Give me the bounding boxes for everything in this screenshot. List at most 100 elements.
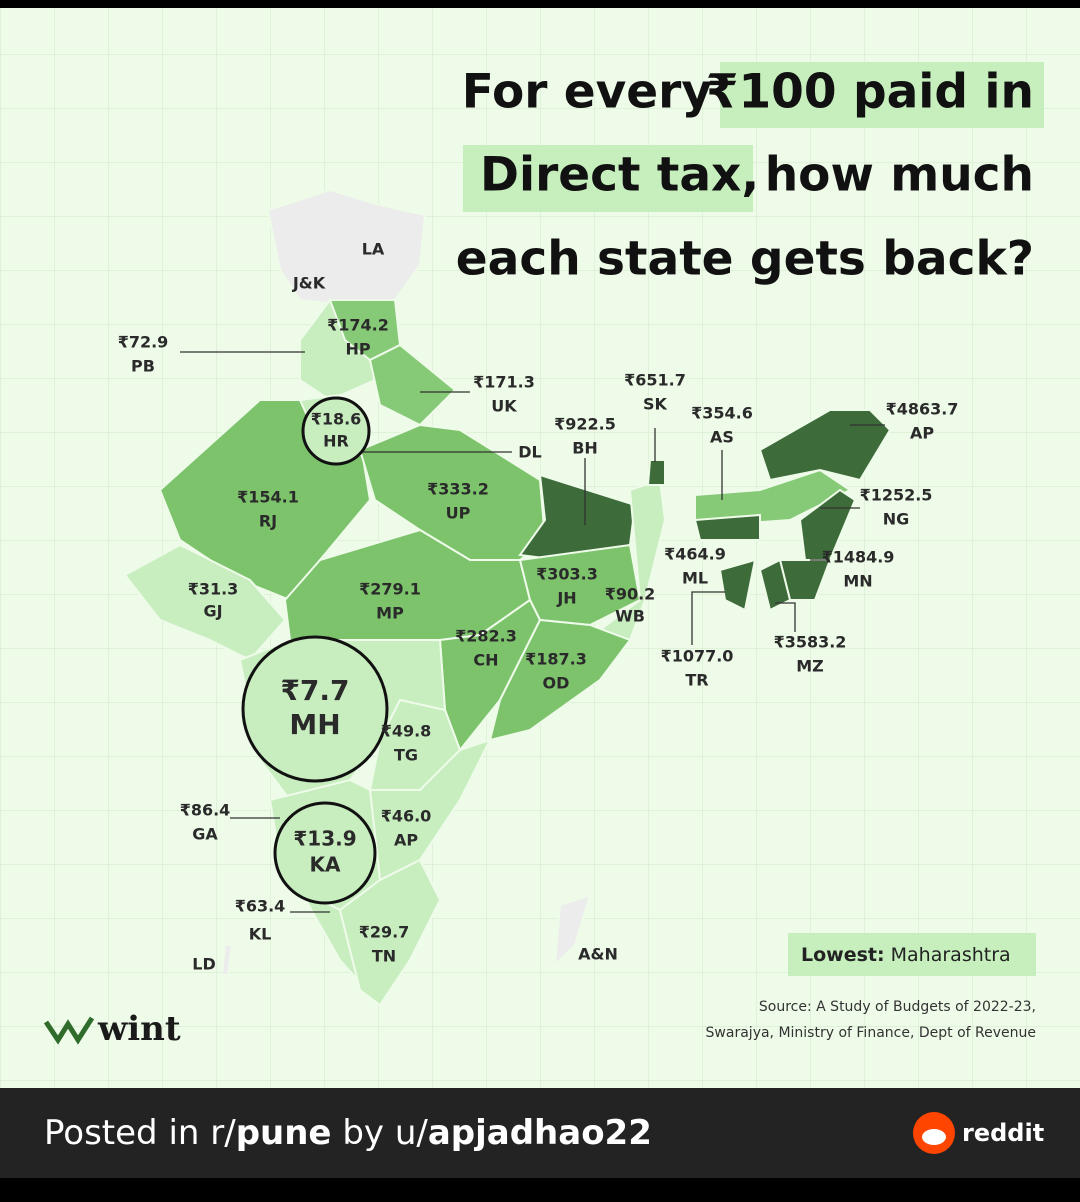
footer-user: apjadhao22 [428,1113,652,1153]
state-code: PB [131,357,155,376]
title-highlight [463,145,753,212]
state-code: TN [372,947,396,966]
region-od [488,618,632,742]
footer-prefix: Posted in r/ [44,1113,236,1153]
state-code: KL [249,925,272,944]
region-tn [338,858,442,1007]
state-code: CH [473,651,498,670]
logo-mark [43,1016,95,1045]
source-line: Swarajya, Ministry of Finance, Dept of R… [706,1025,1036,1041]
state-value: ₹1252.5 [860,486,933,505]
region-code: LD [192,955,215,974]
state-code: GA [192,825,218,844]
state-value: ₹154.1 [237,488,299,507]
state-value: ₹354.6 [691,404,753,423]
region-mz [758,558,792,612]
state-value: ₹46.0 [381,807,432,826]
region-ml [693,513,761,541]
state-value: ₹7.7 [280,674,349,707]
leader-line [691,591,725,645]
region-wb [597,478,667,642]
state-value: ₹187.3 [525,650,587,669]
state-code: GJ [203,602,222,621]
reddit-brand: reddit [962,1119,1044,1147]
region-ap-ne [758,409,892,482]
state-value: ₹922.5 [554,415,616,434]
state-code: MP [376,604,404,623]
region-an [553,893,592,968]
title-text: how much [765,148,1034,203]
circle-hr [301,396,371,466]
region-code: DL [518,443,541,462]
state-code: MZ [796,657,824,676]
region-code: A&N [578,945,618,964]
lowest-text: Lowest: Maharashtra [801,944,1011,966]
state-code: OD [543,674,570,693]
state-value: ₹90.2 [605,585,656,604]
state-code: TG [394,746,418,765]
title-highlight [720,62,1044,128]
lowest-label: Lowest: [801,944,885,966]
state-code: JH [556,589,576,608]
state-code: SK [643,395,668,414]
region-code: J&K [292,274,326,293]
state-value: ₹282.3 [455,627,517,646]
state-code: MH [289,708,340,741]
state-value: ₹651.7 [624,371,686,390]
region-ld [220,944,234,976]
leader-line [775,602,796,632]
state-code: WB [615,607,645,626]
highlight-circles [241,396,389,905]
state-value: ₹333.2 [427,480,489,499]
state-code: AP [910,424,934,443]
footer-subreddit: pune [236,1113,332,1153]
circle-mh [241,635,389,783]
state-value: ₹18.6 [311,410,362,429]
state-code: RJ [259,512,277,531]
state-value: ₹279.1 [359,580,421,599]
state-value: ₹31.3 [188,580,239,599]
state-value: ₹29.7 [359,923,410,942]
state-value: ₹464.9 [664,545,726,564]
lowest-box [788,933,1036,976]
circle-ka [273,801,377,905]
state-value: ₹13.9 [293,827,356,851]
state-code: TR [685,671,708,690]
state-value: ₹3583.2 [774,633,847,652]
state-code: BH [572,439,598,458]
state-value: ₹86.4 [180,801,231,820]
state-code: HP [345,340,370,359]
region-sk [646,459,666,486]
state-code: UP [446,504,471,523]
region-gj [123,543,287,662]
state-code: MN [843,572,872,591]
state-code: AP [394,831,418,850]
state-value: ₹4863.7 [886,400,959,419]
title-text: For every [462,65,712,120]
state-value: ₹303.3 [536,565,598,584]
region-jk-la [266,188,427,307]
footer-bar [0,1088,1080,1178]
lowest-state: Maharashtra [891,944,1011,966]
state-value: ₹1077.0 [661,647,734,666]
state-code: NG [883,510,910,529]
footer-middle: by u/ [342,1113,428,1153]
state-value: ₹174.2 [327,316,389,335]
title-text: ₹100 paid in [706,65,1034,120]
state-value: ₹72.9 [118,333,169,352]
logo: wint [97,1009,181,1049]
leader-lines [180,351,885,913]
state-code: HR [323,432,349,451]
state-value: ₹1484.9 [822,548,895,567]
source-line: Source: A Study of Budgets of 2022-23, [759,999,1036,1015]
reddit-icon-face [922,1129,946,1145]
state-code: KA [310,853,341,877]
state-code: AS [710,428,734,447]
region-uk [368,343,457,427]
region-tr [718,558,757,612]
state-code: ML [682,569,708,588]
title-text: Direct tax, [480,148,759,203]
title-text: each state gets back? [456,232,1034,287]
state-value: ₹171.3 [473,373,535,392]
